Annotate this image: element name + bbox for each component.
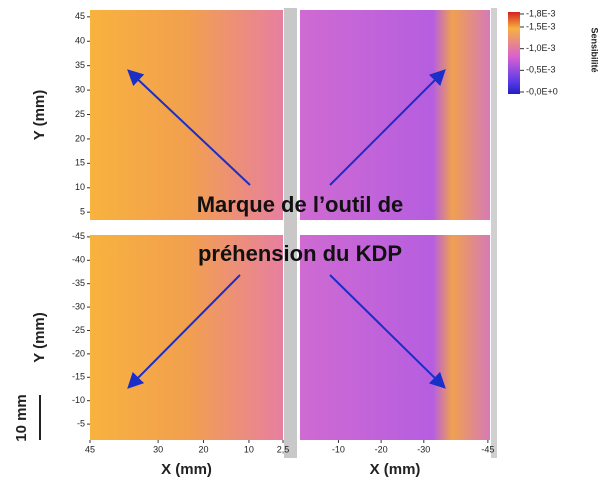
y-tick-label: -25 bbox=[72, 325, 85, 335]
y-tick-label: -45 bbox=[72, 231, 85, 241]
x-tick-label: 45 bbox=[85, 444, 95, 454]
y-tick-label: 15 bbox=[75, 158, 85, 168]
x-tick-label: -30 bbox=[417, 444, 430, 454]
arrow bbox=[329, 274, 446, 389]
x-axis-label: X (mm) bbox=[161, 461, 212, 478]
y-tick-label: 20 bbox=[75, 133, 85, 143]
y-tick-label: -5 bbox=[77, 418, 85, 428]
x-tick-label: -45 bbox=[481, 444, 494, 454]
y-tick-label: -20 bbox=[72, 348, 85, 358]
separator bbox=[284, 8, 297, 458]
y-tick-label: -30 bbox=[72, 301, 85, 311]
arrows bbox=[127, 69, 446, 389]
arrow bbox=[127, 274, 241, 389]
x-tick-label: 30 bbox=[153, 444, 163, 454]
x-tick-label: 2,5 bbox=[277, 444, 290, 454]
y-tick-label: 35 bbox=[75, 60, 85, 70]
colorbar bbox=[508, 12, 520, 94]
y-tick-label: -40 bbox=[72, 255, 85, 265]
x-tick-label: 10 bbox=[244, 444, 254, 454]
colorbar-tick-label: -1,8E-3 bbox=[526, 8, 556, 18]
colorbar-tick-label: -0,0E+0 bbox=[526, 86, 558, 96]
annotation: préhension du KDP bbox=[198, 241, 402, 266]
arrow bbox=[329, 69, 446, 186]
scale-bar-label: 10 mm bbox=[13, 394, 30, 442]
colorbar-tick-label: -1,0E-3 bbox=[526, 43, 556, 53]
y-axis-label: Y (mm) bbox=[31, 312, 48, 363]
colorbar-tick-label: -1,5E-3 bbox=[526, 21, 556, 31]
separator bbox=[491, 8, 497, 458]
y-tick-label: -35 bbox=[72, 278, 85, 288]
y-axis-label: Y (mm) bbox=[31, 90, 48, 141]
y-tick-label: -10 bbox=[72, 395, 85, 405]
y-tick-label: 5 bbox=[80, 207, 85, 217]
panel-image bbox=[90, 235, 283, 440]
x-tick-label: -20 bbox=[375, 444, 388, 454]
x-tick-label: 20 bbox=[199, 444, 209, 454]
colorbar-label: Sensibilité bbox=[590, 27, 600, 72]
y-tick-label: 10 bbox=[75, 182, 85, 192]
y-tick-label: -15 bbox=[72, 372, 85, 382]
x-tick-label: -10 bbox=[332, 444, 345, 454]
panel-image bbox=[90, 10, 283, 220]
y-tick-label: 25 bbox=[75, 109, 85, 119]
y-tick-label: 40 bbox=[75, 36, 85, 46]
y-tick-label: 30 bbox=[75, 84, 85, 94]
x-axis-label: X (mm) bbox=[370, 461, 421, 478]
colorbar-tick-label: -0,5E-3 bbox=[526, 65, 556, 75]
panel-image bbox=[300, 10, 490, 220]
annotation: Marque de l’outil de bbox=[197, 192, 404, 217]
y-tick-label: 45 bbox=[75, 11, 85, 21]
heatmap-panels bbox=[90, 8, 497, 458]
arrow bbox=[127, 69, 251, 186]
